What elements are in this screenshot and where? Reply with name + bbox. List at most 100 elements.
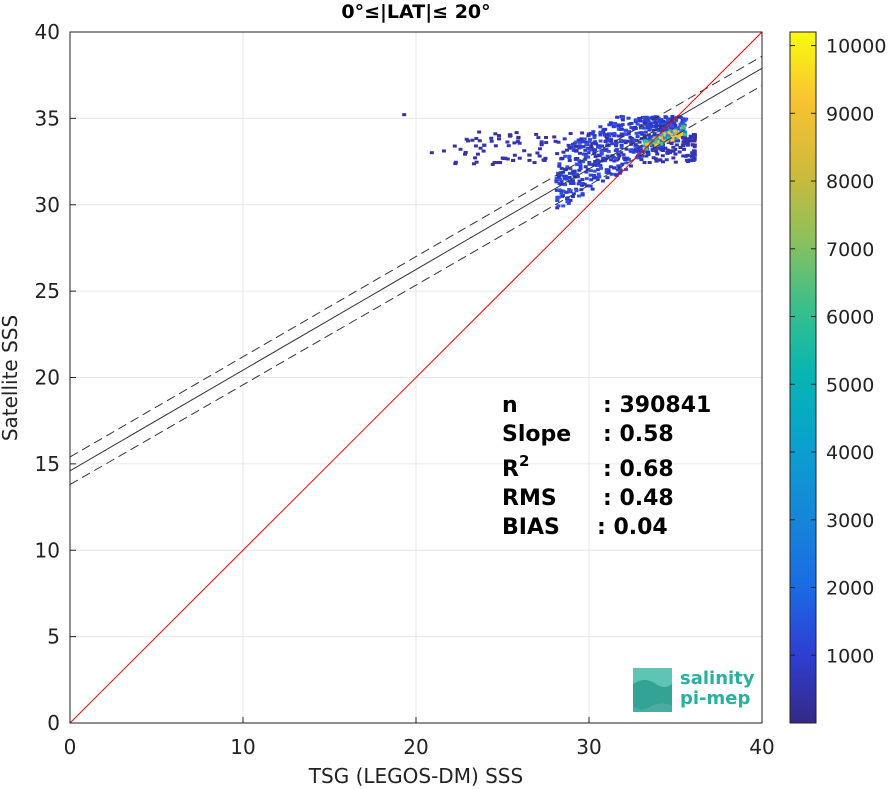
density-point xyxy=(680,120,685,124)
density-point xyxy=(622,139,627,143)
density-point xyxy=(478,146,483,150)
density-point xyxy=(681,154,686,158)
density-point xyxy=(624,168,629,172)
density-point xyxy=(648,122,653,126)
density-point xyxy=(664,158,669,162)
density-point xyxy=(497,134,502,138)
density-point xyxy=(645,142,650,146)
density-point xyxy=(644,139,649,143)
density-point xyxy=(475,152,480,156)
density-point xyxy=(614,142,619,146)
density-point xyxy=(582,137,587,141)
density-point xyxy=(471,162,476,166)
density-point xyxy=(441,149,446,153)
density-point xyxy=(578,164,583,168)
density-point xyxy=(429,151,434,155)
x-tick-label: 30 xyxy=(576,735,601,759)
density-point xyxy=(557,162,562,166)
density-point xyxy=(598,130,603,134)
density-point xyxy=(474,136,479,140)
fit-line xyxy=(70,67,762,472)
density-point xyxy=(643,130,648,134)
density-point xyxy=(588,173,593,177)
y-tick-label: 0 xyxy=(47,711,60,735)
density-scatter xyxy=(402,113,697,210)
density-point xyxy=(639,131,644,135)
density-point xyxy=(604,171,609,175)
density-point xyxy=(608,121,613,125)
density-point xyxy=(656,129,661,133)
density-point xyxy=(642,115,647,119)
density-point xyxy=(565,165,570,169)
density-point xyxy=(583,148,588,152)
density-point xyxy=(621,115,626,119)
colorbar-tick-label: 4000 xyxy=(826,442,874,464)
stat-n-value: : 390841 xyxy=(603,393,711,418)
density-point xyxy=(544,135,549,139)
density-point xyxy=(647,141,652,145)
density-point xyxy=(539,142,544,146)
density-point xyxy=(616,152,621,156)
density-point xyxy=(598,166,603,170)
density-point xyxy=(674,134,679,138)
density-point xyxy=(673,147,678,151)
density-point xyxy=(654,124,659,128)
density-point xyxy=(578,138,583,142)
density-point xyxy=(625,139,630,143)
density-point xyxy=(634,118,639,122)
density-point xyxy=(666,131,671,135)
density-point xyxy=(605,136,610,140)
density-point xyxy=(568,189,573,193)
density-point xyxy=(637,152,642,156)
density-point xyxy=(646,151,651,155)
density-point xyxy=(506,144,511,148)
density-point xyxy=(563,154,568,158)
density-point xyxy=(571,172,576,176)
density-point xyxy=(653,157,658,161)
density-point xyxy=(637,155,642,159)
density-point xyxy=(637,140,642,144)
density-point xyxy=(570,195,575,199)
salinity-pi-mep-logo: salinity pi-mep xyxy=(633,668,755,712)
density-point xyxy=(645,116,650,120)
density-point xyxy=(606,170,611,174)
density-point xyxy=(507,134,512,138)
density-point xyxy=(670,115,675,119)
y-tick-label: 40 xyxy=(35,20,60,44)
regression-lines xyxy=(70,32,762,723)
density-point xyxy=(511,158,516,162)
density-point xyxy=(577,159,582,163)
density-point xyxy=(653,140,658,144)
stat-r2-base: R xyxy=(502,457,519,482)
density-point xyxy=(585,146,590,150)
density-point xyxy=(561,204,566,208)
density-point xyxy=(644,154,649,158)
density-point xyxy=(560,194,565,198)
density-point xyxy=(637,118,642,122)
density-point xyxy=(650,148,655,152)
density-point xyxy=(654,121,659,125)
y-tick-label: 15 xyxy=(35,452,60,476)
density-point xyxy=(624,132,629,136)
density-point xyxy=(591,130,596,134)
density-point xyxy=(617,171,622,175)
y-axis-ticks: 0 5 10 15 20 25 30 35 40 xyxy=(35,20,76,735)
density-point xyxy=(654,159,659,163)
density-point xyxy=(536,136,541,140)
density-point xyxy=(601,156,606,160)
density-point xyxy=(671,156,676,160)
density-point xyxy=(612,166,617,170)
density-point xyxy=(631,127,636,131)
density-point xyxy=(605,133,610,137)
density-point xyxy=(680,143,685,147)
density-point xyxy=(629,148,634,152)
density-point xyxy=(616,134,621,138)
logo-line2: pi-mep xyxy=(680,688,750,709)
density-point xyxy=(557,164,562,168)
density-point xyxy=(671,145,676,149)
density-point xyxy=(568,132,573,136)
density-point xyxy=(681,140,686,144)
density-point xyxy=(517,141,522,145)
density-point xyxy=(688,159,693,163)
y-axis-label: Satellite SSS xyxy=(0,315,22,441)
